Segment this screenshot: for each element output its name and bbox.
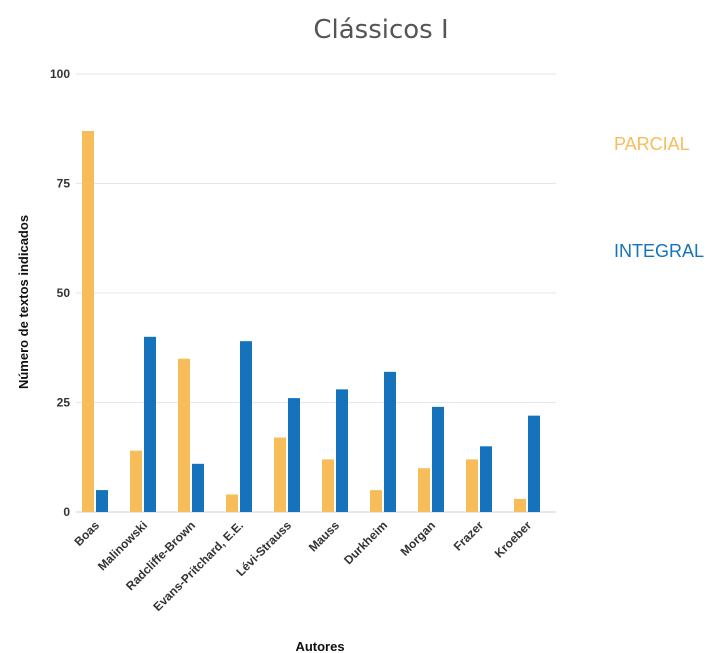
x-tick-label: Morgan — [398, 518, 439, 559]
y-axis-label: Número de textos indicados — [16, 215, 31, 389]
x-axis-ticks: BoasMalinowskiRadcliffe-BrownEvans-Pritc… — [71, 518, 534, 614]
legend-entry-integral: INTEGRAL — [614, 241, 704, 261]
legend-entry-parcial: PARCIAL — [614, 134, 690, 154]
y-tick-label: 75 — [57, 177, 71, 191]
bar-integral — [432, 406, 444, 512]
y-tick-label: 0 — [63, 505, 70, 519]
y-axis-ticks: 0 25 50 75 100 — [50, 67, 70, 519]
chart-title: Clássicos I — [313, 15, 448, 45]
bar-integral — [336, 389, 348, 512]
bar-integral — [144, 336, 156, 512]
bar-parcial — [130, 450, 142, 512]
bar-parcial — [418, 468, 430, 512]
x-tick-label: Evans-Pritchard, E.E. — [150, 518, 246, 614]
bar-integral — [480, 446, 492, 512]
bar-integral — [96, 490, 108, 512]
bars-layer — [82, 130, 540, 512]
bar-integral — [192, 463, 204, 512]
bar-integral — [240, 341, 252, 512]
bar-parcial — [226, 494, 238, 512]
bar-integral — [384, 371, 396, 512]
y-tick-label: 25 — [57, 396, 71, 410]
x-tick-label: Boas — [71, 518, 102, 549]
bar-parcial — [466, 459, 478, 512]
x-tick-label: Frazer — [451, 518, 487, 554]
legend: PARCIAL INTEGRAL — [614, 134, 704, 261]
y-tick-label: 50 — [57, 286, 71, 300]
x-tick-label: Mauss — [306, 518, 343, 555]
bar-parcial — [514, 498, 526, 512]
bar-parcial — [82, 130, 94, 512]
x-tick-label: Kroeber — [492, 518, 535, 561]
bar-parcial — [322, 459, 334, 512]
x-tick-label: Durkheim — [341, 518, 390, 567]
bar-integral — [288, 398, 300, 512]
bar-parcial — [178, 358, 190, 512]
bar-parcial — [274, 437, 286, 512]
x-axis-label: Autores — [295, 639, 344, 653]
bar-parcial — [370, 490, 382, 512]
bar-integral — [528, 415, 540, 512]
y-tick-label: 100 — [50, 67, 70, 81]
